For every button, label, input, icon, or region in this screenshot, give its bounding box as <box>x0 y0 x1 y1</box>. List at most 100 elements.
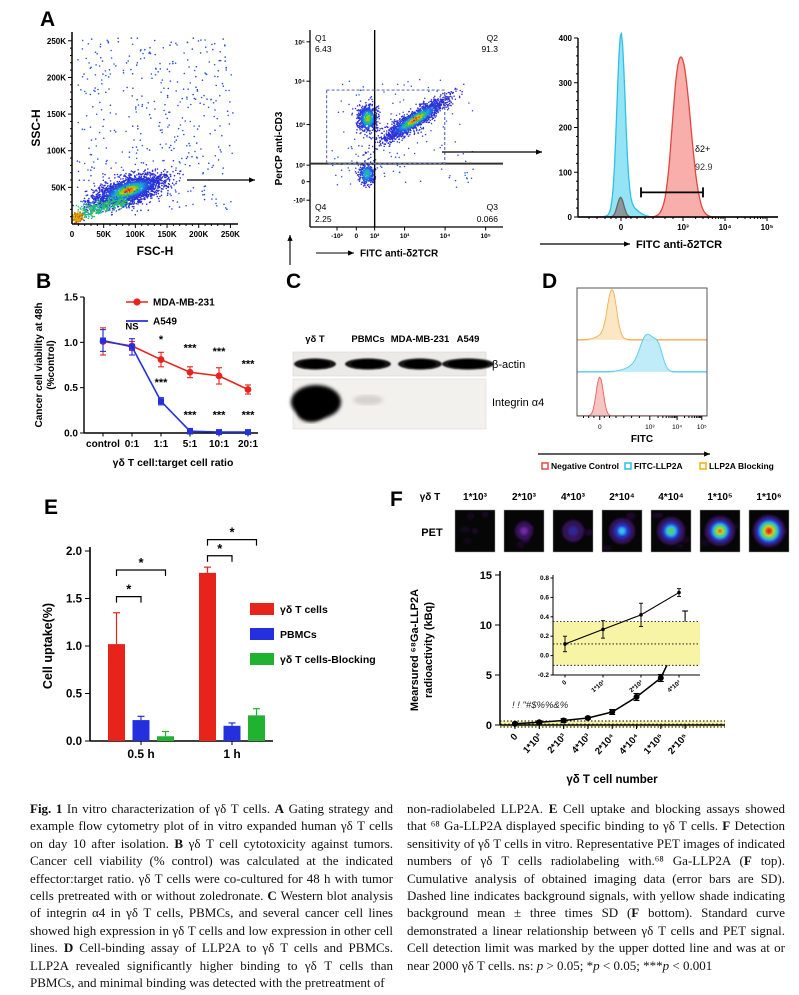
pet-count-label: 4*10³ <box>561 492 586 503</box>
a2-x-tick: 10⁴ <box>440 233 450 240</box>
b-y-tick: 0.0 <box>64 429 78 440</box>
a1-y-tick: 200K <box>47 73 66 82</box>
b-significance: *** <box>155 377 169 389</box>
pet-count-label: 2*10⁴ <box>609 492 635 503</box>
e-sig-star: * <box>138 555 144 570</box>
a2-x-tick: 10⁵ <box>480 233 490 240</box>
b-significance: * <box>159 334 164 346</box>
f-x-tick: 2*10⁵ <box>666 732 690 757</box>
d-legend-label: Negative Control <box>551 461 619 471</box>
e-series-PBMCs <box>132 715 241 741</box>
f-y-tick: 5 <box>486 670 492 682</box>
d-x-tick: 10³ <box>645 424 655 431</box>
f-x-tick: 2*10⁴ <box>593 731 618 757</box>
a3-y-tick: 200 <box>559 124 573 133</box>
f-y-tick: 15 <box>480 570 492 582</box>
a2-x-tick: -10² <box>331 233 343 240</box>
panel-f-label: F <box>390 488 403 511</box>
d-curves <box>577 289 707 416</box>
e-sig-bracket <box>115 596 142 603</box>
b-significance: NS <box>125 322 138 333</box>
f-inset-x-tick: 4*10³ <box>666 679 682 694</box>
d-legend-label: FITC-LLP2A <box>634 461 683 471</box>
f-x-tick: 4*10³ <box>570 732 593 756</box>
panel-b-label: B <box>36 270 52 293</box>
e-legend-label: PBMCs <box>280 629 317 641</box>
f-x-tick: 1*10³ <box>521 732 544 756</box>
series-A549 <box>100 329 251 436</box>
blot-lane-label: MDA-MB-231 <box>391 334 450 345</box>
panel-a-cd3-d2tcr-quadrant-plot: -10² 0 10² 10³ 10⁴ 10⁵ 10⁵ 10⁴ 10³ 10² 0 -10² Q16.43… <box>274 30 503 265</box>
a3-x-tick: 10⁴ <box>719 223 732 232</box>
caption-right-column: non-radiolabeled LLP2A. E Cell uptake an… <box>407 801 786 973</box>
a3-x-axis-label: FITC anti-δ2TCR <box>636 239 722 251</box>
a2-y-tick: 10⁵ <box>295 39 305 46</box>
panel-a-d2tcr-histogram: 0 100 200 300 400 0 10³ 10⁴ 10⁵ δ2+ 92.9 FITC anti-… <box>540 31 778 251</box>
f-inset-x-tick: 0 <box>561 679 569 687</box>
f-noise-text: ! ! "#$%%&% <box>512 700 569 711</box>
b-x-tick: 20:1 <box>238 439 258 450</box>
a1-x-tick: 200K <box>189 230 208 239</box>
q3-label: Q3 <box>487 202 499 212</box>
pet-image <box>503 509 545 553</box>
pet-count-label: 2*10³ <box>512 492 537 503</box>
f-x-tick: 4*10⁴ <box>617 731 642 757</box>
f-y-axis-label-2: radioactivity (kBq) <box>423 602 435 698</box>
e-y-tick: 0.0 <box>66 736 82 748</box>
f-inset-y-tick: 0.2 <box>540 633 549 640</box>
d-legend-label: LLP2A Blocking <box>709 461 774 471</box>
a1-x-tick: 100K <box>126 230 145 239</box>
a3-x-tick: 10³ <box>677 223 689 232</box>
panel-a-fsc-ssc-scatter-plot: 0 50K 100K 150K 200K 250K 50K 100K 150K 200K 250K F… <box>29 32 240 258</box>
a1-y-tick: 100K <box>47 147 66 156</box>
d-legend-swatch <box>699 462 707 470</box>
a2-y-tick: 10³ <box>296 122 306 129</box>
e-sig-star: * <box>229 525 235 540</box>
density-cloud <box>71 37 234 225</box>
b-x-tick: 0:1 <box>125 439 140 450</box>
pet-count-label: 1*10³ <box>463 492 488 503</box>
e-sig-bracket <box>206 555 233 562</box>
b-y-axis-label-1: Cancer cell viability at 48h <box>34 302 45 427</box>
pet-count-label: 1*10⁵ <box>707 492 733 503</box>
e-series-γδ T cells <box>108 566 216 741</box>
f-x-tick: 1*10⁵ <box>642 732 666 757</box>
gating-arrow-2 <box>442 149 542 155</box>
pet-count-label: 4*10⁴ <box>658 492 684 503</box>
e-sig-star: * <box>126 582 132 597</box>
a1-y-axis-label: SSC-H <box>29 109 43 146</box>
pet-image <box>650 509 692 553</box>
b-x-tick: 5:1 <box>183 439 198 450</box>
b-significance: *** <box>213 346 227 358</box>
b-significance: *** <box>184 342 198 354</box>
blot-row-integrin-a4: Integrin α4 <box>492 397 544 409</box>
q1-label: Q1 <box>315 33 327 43</box>
f-inset: -0.20.00.20.40.60.80 1*10³ 2*10³ 4*10³ <box>538 575 700 694</box>
q2-label: Q2 <box>487 33 499 43</box>
caption-left-column: Fig. 1 In vitro characterization of γδ T… <box>30 801 394 991</box>
blot-row-beta-actin: β-actin <box>492 359 525 371</box>
b-legend: MDA-MB-231 A549 <box>126 298 215 328</box>
cd3-gate <box>325 89 446 165</box>
d-x-tick: 10⁵ <box>697 424 707 431</box>
b-x-axis-label: γδ T cell:target cell ratio <box>113 457 234 469</box>
e-sig-bracket <box>115 569 167 576</box>
a2-x-tick: 10³ <box>400 233 410 240</box>
f-inset-x-tick: 1*10³ <box>590 679 606 694</box>
a2-y-tick: 10² <box>296 163 306 170</box>
b-significance: *** <box>213 409 227 421</box>
a1-x-tick: 150K <box>157 230 176 239</box>
d-plot-frame <box>576 287 708 417</box>
a2-x-axis-label: FITC anti-δ2TCR <box>360 249 439 260</box>
series-MDA-MB-231 <box>99 327 252 395</box>
d-x-tick: 0 <box>598 424 602 431</box>
a1-x-tick: 250K <box>221 230 240 239</box>
d-legend-swatch <box>624 462 632 470</box>
e-y-tick: 0.5 <box>66 689 83 701</box>
a3-x-tick: 0 <box>619 223 624 232</box>
e-y-tick: 2.0 <box>66 546 82 558</box>
a3-y-tick: 0 <box>568 213 573 222</box>
e-legend-swatch <box>250 603 274 615</box>
a3-y-tick: 300 <box>559 79 573 88</box>
